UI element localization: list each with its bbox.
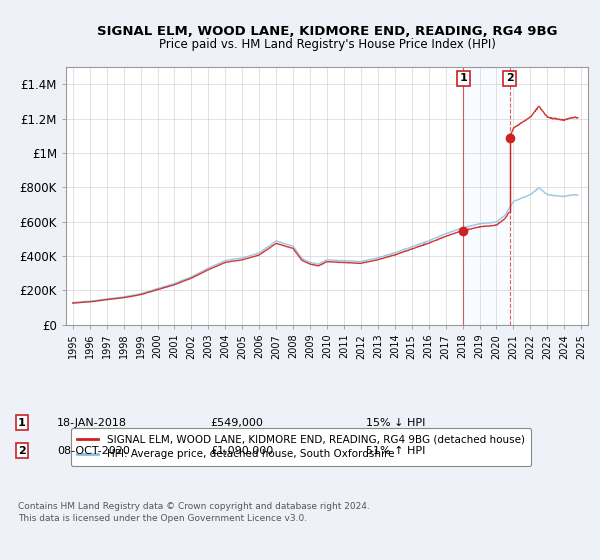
Text: 08-OCT-2020: 08-OCT-2020 xyxy=(57,446,130,456)
Text: 18-JAN-2018: 18-JAN-2018 xyxy=(57,418,127,428)
Text: SIGNAL ELM, WOOD LANE, KIDMORE END, READING, RG4 9BG: SIGNAL ELM, WOOD LANE, KIDMORE END, READ… xyxy=(97,25,557,38)
Text: 2: 2 xyxy=(18,446,26,456)
Text: 51% ↑ HPI: 51% ↑ HPI xyxy=(366,446,425,456)
Text: 2: 2 xyxy=(506,73,514,83)
Text: Price paid vs. HM Land Registry's House Price Index (HPI): Price paid vs. HM Land Registry's House … xyxy=(158,38,496,51)
Text: £1,090,000: £1,090,000 xyxy=(210,446,273,456)
Text: 1: 1 xyxy=(18,418,26,428)
Bar xyxy=(463,67,509,325)
Text: 1: 1 xyxy=(460,73,467,83)
Text: Contains HM Land Registry data © Crown copyright and database right 2024.
This d: Contains HM Land Registry data © Crown c… xyxy=(18,502,370,523)
Text: £549,000: £549,000 xyxy=(210,418,263,428)
Text: 15% ↓ HPI: 15% ↓ HPI xyxy=(366,418,425,428)
Legend: SIGNAL ELM, WOOD LANE, KIDMORE END, READING, RG4 9BG (detached house), HPI: Aver: SIGNAL ELM, WOOD LANE, KIDMORE END, READ… xyxy=(71,428,531,465)
